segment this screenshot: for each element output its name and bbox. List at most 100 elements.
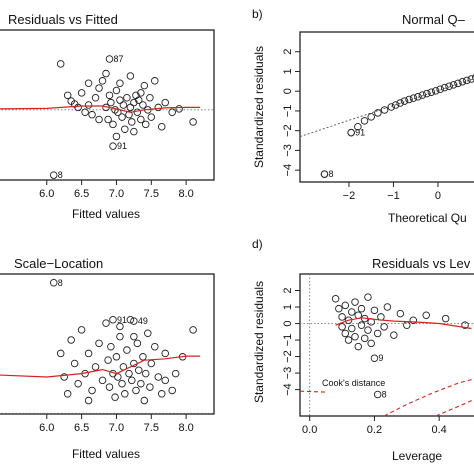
data-point <box>126 103 135 112</box>
data-point <box>154 103 163 112</box>
y-tick-label: 0 <box>282 320 294 326</box>
data-point <box>344 336 353 344</box>
data-point <box>123 346 131 354</box>
x-tick-label: 7.0 <box>109 188 124 200</box>
data-point <box>81 108 89 117</box>
data-point <box>189 118 197 126</box>
data-point <box>116 96 124 104</box>
y-tick-label: −4 <box>282 164 294 177</box>
x-tick-label: 0.0 <box>302 424 317 436</box>
data-point <box>139 101 147 109</box>
outlier-label: 91 <box>355 128 365 138</box>
marks: 8 91 49 <box>0 278 214 414</box>
outlier-label: 8 <box>382 390 387 400</box>
x-ticks: 6.0 6.5 7.0 7.5 8.0 <box>39 414 194 434</box>
data-point <box>423 89 431 98</box>
data-point <box>461 321 469 329</box>
data-point <box>449 81 458 89</box>
y-tick-label: −3 <box>282 367 294 380</box>
data-point <box>357 321 366 329</box>
data-point <box>123 93 131 102</box>
x-tick-label: 8.0 <box>178 188 193 200</box>
outlier-point <box>49 279 58 287</box>
data-point <box>104 115 112 124</box>
data-point <box>338 323 346 331</box>
panel-title: Residuals vs Fitted <box>8 12 118 27</box>
y-tick-label: −1 <box>282 334 294 347</box>
y-tick-label: −3 <box>282 144 294 157</box>
plot-frame <box>0 29 215 181</box>
data-point <box>157 390 166 398</box>
data-point <box>403 321 411 329</box>
data-point <box>130 127 138 136</box>
data-point <box>114 373 122 381</box>
data-point <box>360 117 369 125</box>
data-point <box>364 293 372 301</box>
data-point <box>137 89 145 97</box>
smoother-line <box>335 317 472 330</box>
outlier-point <box>370 354 379 362</box>
x-tick-label: 8.0 <box>178 422 193 434</box>
data-point <box>440 83 449 92</box>
data-point <box>422 311 430 320</box>
data-point <box>189 326 197 334</box>
data-point <box>118 113 126 121</box>
data-point <box>161 98 169 107</box>
data-point <box>116 322 124 331</box>
data-point <box>56 60 65 68</box>
data-point <box>104 356 112 364</box>
y-tick-label: −2 <box>282 124 294 137</box>
data-point <box>380 323 388 331</box>
x-ticks: 6.0 6.5 7.0 7.5 8.0 <box>39 180 194 200</box>
x-tick-label: 7.5 <box>144 188 159 200</box>
outlier-label: 9 <box>378 353 383 363</box>
data-point <box>102 69 110 78</box>
data-point <box>119 101 128 109</box>
data-point <box>144 329 152 337</box>
data-point <box>458 77 467 86</box>
data-point <box>409 316 418 324</box>
data-point <box>391 101 400 109</box>
x-tick-label: 6.5 <box>74 422 89 434</box>
marks: 87 91 8 <box>0 54 214 180</box>
data-point <box>383 303 392 311</box>
data-point <box>151 77 159 85</box>
data-point <box>107 342 115 351</box>
data-point <box>88 386 96 395</box>
data-point <box>132 386 140 395</box>
data-point <box>77 326 86 334</box>
data-point <box>139 353 147 361</box>
outlier-label: 91 <box>117 141 127 151</box>
data-point <box>436 85 444 93</box>
data-point <box>351 332 359 341</box>
data-point <box>454 79 462 88</box>
plot-frame <box>299 31 474 183</box>
data-point <box>107 98 115 107</box>
data-point <box>128 118 136 126</box>
data-point <box>137 115 145 124</box>
y-tick-label: 2 <box>282 49 294 55</box>
data-point <box>84 79 93 87</box>
data-point <box>441 314 450 323</box>
data-point <box>348 308 356 316</box>
data-point <box>63 390 72 398</box>
x-axis-label: Fitted values <box>72 447 140 461</box>
x-tick-label: 7.0 <box>109 422 124 434</box>
data-point <box>118 379 126 388</box>
data-point <box>147 113 156 121</box>
data-point <box>348 324 356 333</box>
panel-label: d) <box>252 237 263 251</box>
data-point <box>467 75 474 83</box>
marks: 98 <box>299 274 474 417</box>
data-point <box>373 329 382 338</box>
x-tick-label: −2 <box>343 190 356 202</box>
outlier-label: 49 <box>138 316 148 326</box>
data-point <box>147 359 156 368</box>
data-point <box>140 396 149 405</box>
data-point <box>396 99 404 107</box>
data-point <box>128 376 136 385</box>
data-point <box>357 304 366 313</box>
data-point <box>374 109 382 117</box>
plot-frame <box>299 273 474 417</box>
data-point <box>134 366 143 375</box>
